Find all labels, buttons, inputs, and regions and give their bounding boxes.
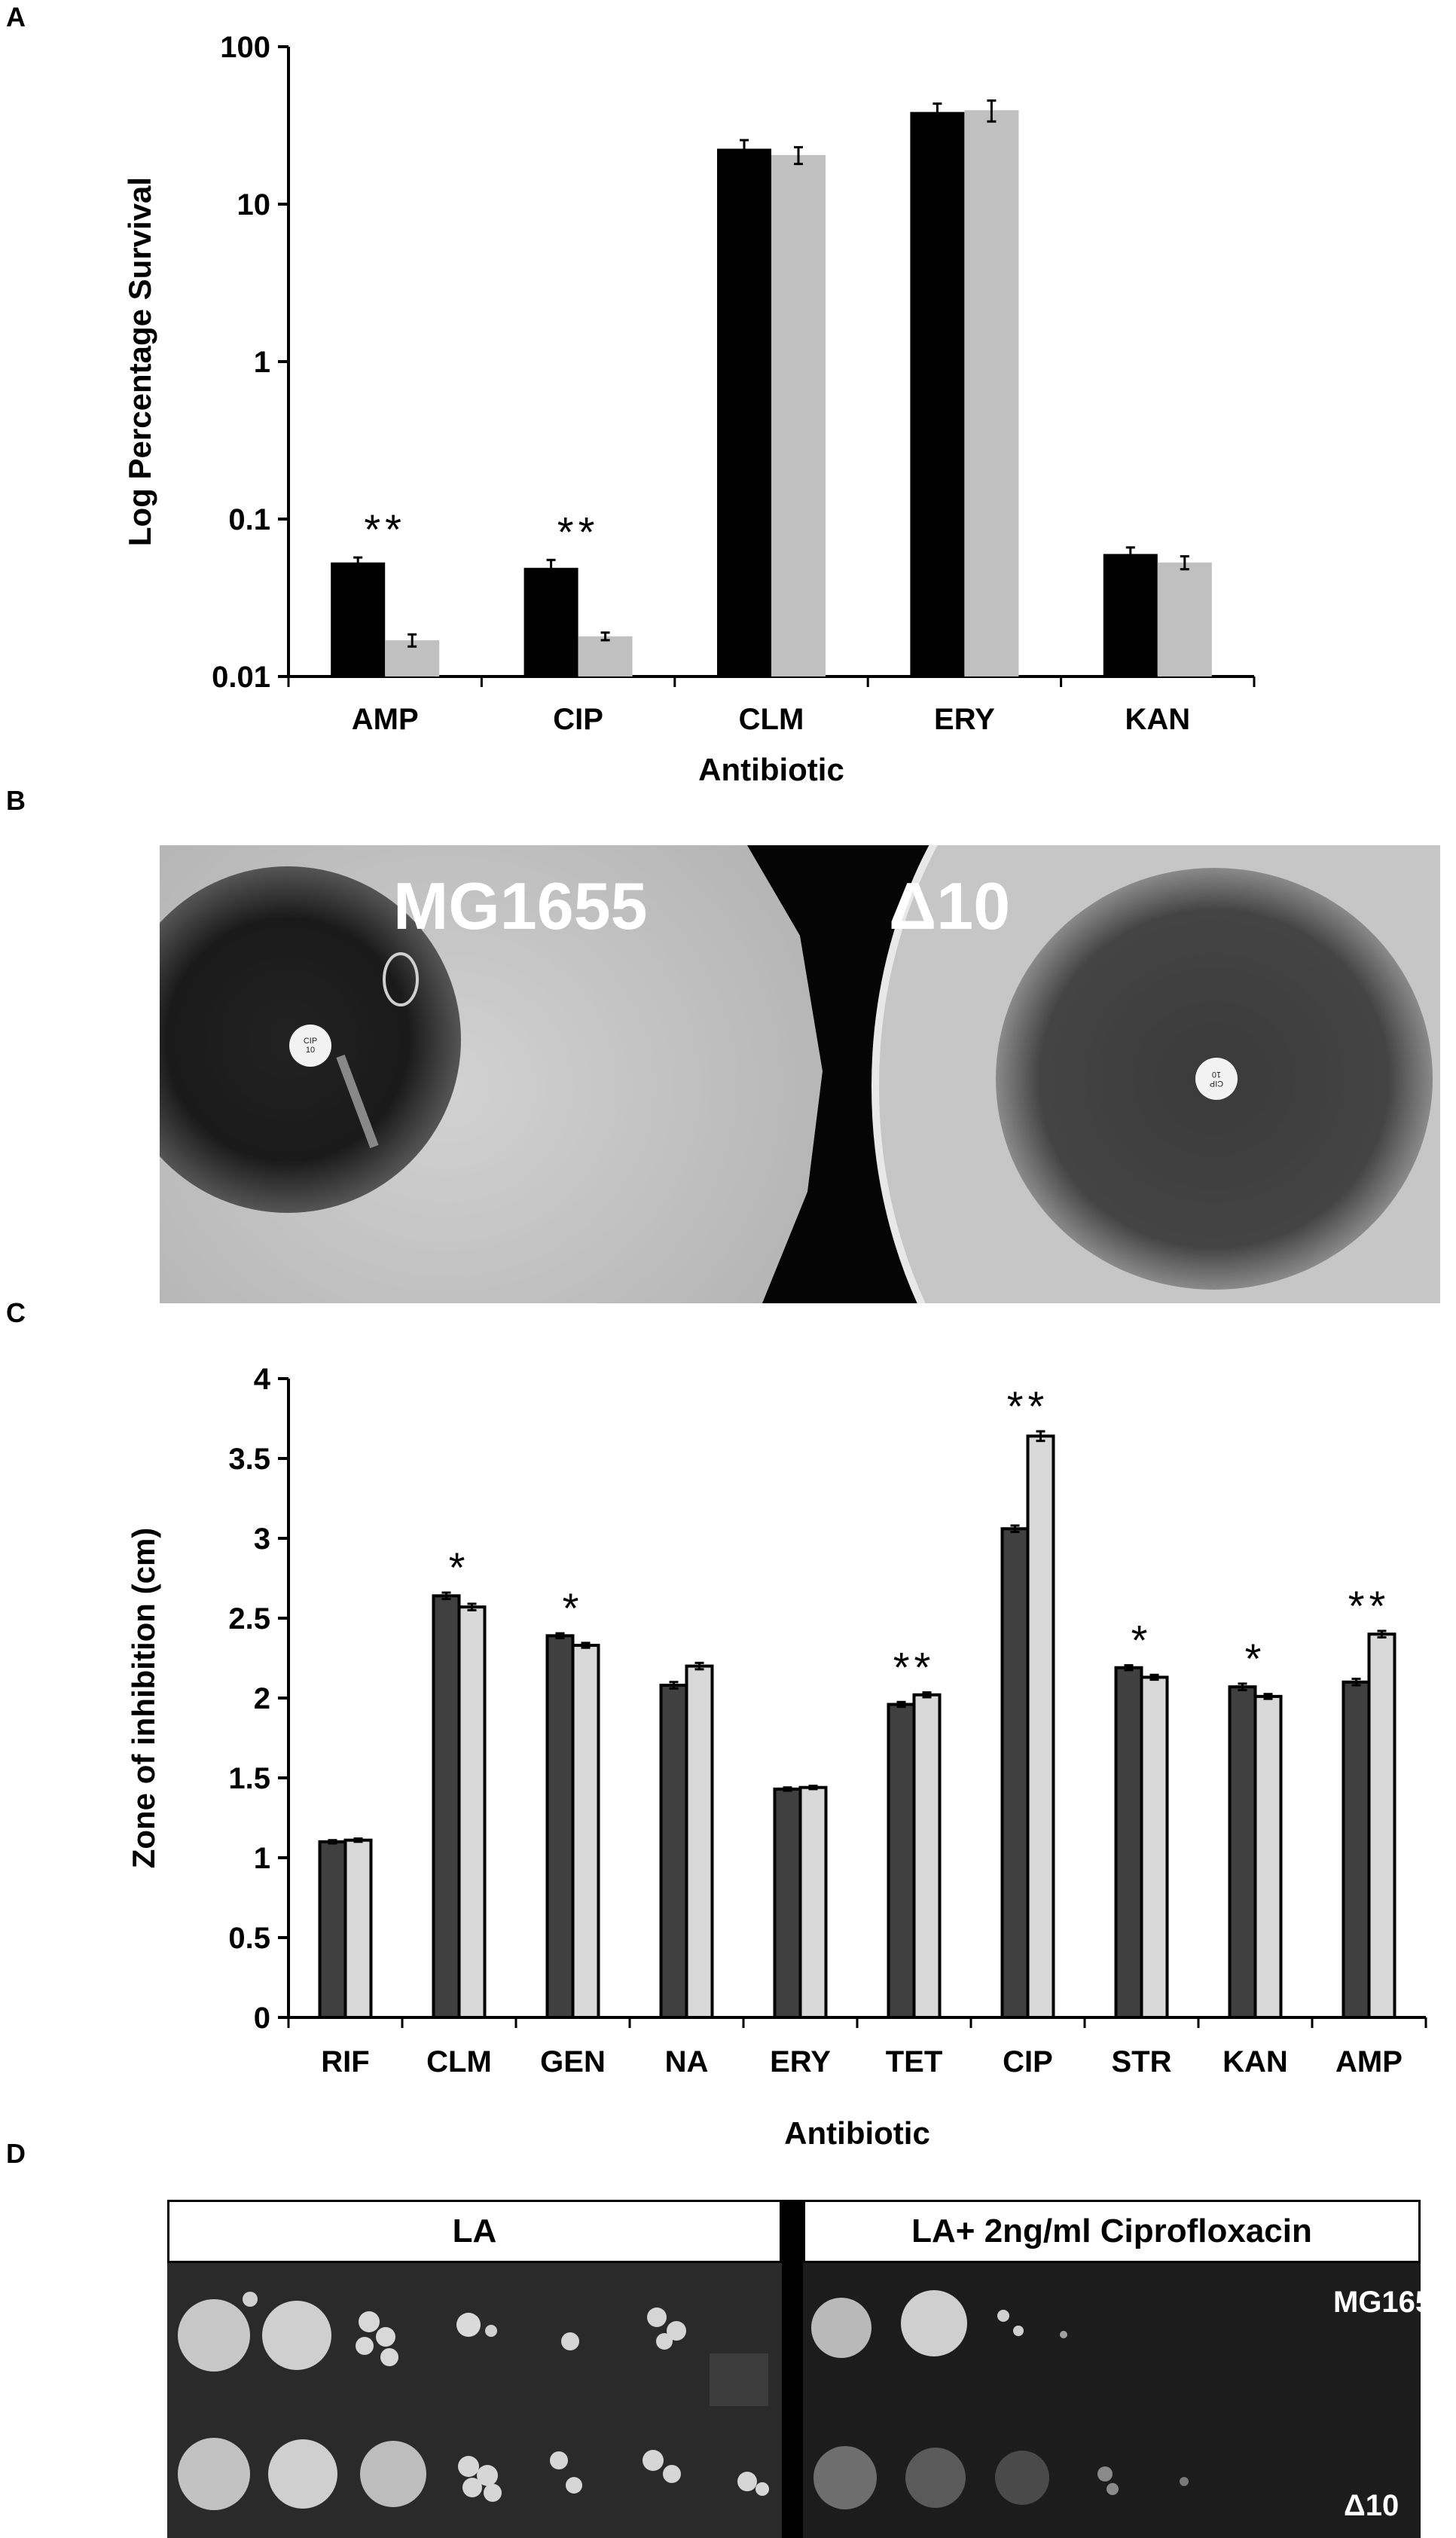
bar (659, 1684, 688, 2019)
spot-plates-image (167, 2263, 1421, 2538)
significance-marker: ** (364, 505, 406, 553)
bar (1000, 1527, 1030, 2019)
bar (964, 110, 1019, 676)
panel-b-photo: CIP 10 CIP 10 MG1655 Δ10 (160, 845, 1440, 1303)
bar (1253, 1694, 1283, 2019)
bar (773, 1787, 802, 2020)
bar (1114, 1666, 1143, 2019)
y-tick-label: 100 (220, 31, 270, 64)
significance-marker: * (1131, 1617, 1152, 1664)
x-tick-label: AMP (1335, 2045, 1403, 2078)
petri-plates-image (160, 845, 1440, 1303)
row-label-delta10: Δ10 (1344, 2489, 1400, 2522)
disk-right-label: CIP 10 (1209, 1070, 1224, 1088)
y-tick-label: 1 (254, 1842, 270, 1875)
y-tick-label: 0 (254, 2002, 270, 2035)
bar (1026, 1434, 1055, 2019)
header-la: LA (167, 2200, 782, 2263)
bar (432, 1594, 461, 2019)
antibiotic-disk-left: CIP 10 (289, 1025, 331, 1067)
x-tick-label: KAN (1222, 2045, 1288, 2078)
panel-letter-d: D (6, 2138, 26, 2169)
bar (685, 1664, 714, 2019)
bar (887, 1703, 916, 2019)
chart-a-survival: 0.01 0.1 1 10 100 AMP ** CIP ** CLM ERY KAN Log Perc… (122, 31, 1256, 787)
bar (1367, 1632, 1396, 2019)
bar (798, 1785, 828, 2019)
x-tick-label: STR (1112, 2045, 1172, 2078)
plate-label-delta10: Δ10 (889, 869, 1011, 943)
significance-marker: ** (893, 1644, 936, 1691)
bar (571, 1644, 600, 2019)
panel-d-photo: LA LA+ 2ng/ml Ciprofloxacin (167, 2200, 1421, 2538)
x-axis-title: Antibiotic (784, 2115, 930, 2151)
y-tick-label: 2 (254, 1682, 270, 1715)
bar (910, 111, 965, 677)
header-cipro-text: LA+ 2ng/ml Ciprofloxacin (911, 2213, 1312, 2249)
bar (331, 562, 386, 676)
bar (1157, 562, 1212, 676)
significance-marker: * (449, 1544, 470, 1591)
y-tick-label: 1.5 (228, 1762, 270, 1795)
y-tick-label: 3.5 (228, 1443, 270, 1476)
x-tick-label: CLM (739, 703, 804, 736)
x-tick-label: AMP (352, 703, 419, 736)
x-tick-label: KAN (1125, 703, 1190, 736)
y-axis-title: Zone of inhibition (cm) (126, 1528, 161, 1869)
y-tick-label: 4 (254, 1363, 271, 1396)
x-tick-label: CIP (1003, 2045, 1053, 2078)
bar (912, 1693, 942, 2019)
bar (523, 567, 578, 676)
bar (343, 1838, 373, 2019)
row-label-mg1655: MG1655 (1333, 2286, 1421, 2319)
antibiotic-disk-right: CIP 10 (1195, 1058, 1238, 1100)
bar (1103, 554, 1158, 676)
significance-marker: * (563, 1584, 584, 1632)
y-tick-label: 2.5 (228, 1602, 270, 1635)
bar (1140, 1675, 1169, 2019)
significance-marker: ** (557, 508, 600, 555)
x-axis-title: Antibiotic (698, 752, 844, 787)
panel-letter-b: B (6, 785, 26, 816)
panel-letter-a: A (6, 2, 26, 32)
plate-label-mg1655: MG1655 (393, 869, 648, 943)
y-tick-label: 0.1 (228, 503, 270, 536)
bar (717, 148, 771, 676)
significance-marker: ** (1348, 1582, 1390, 1629)
header-la-text: LA (452, 2213, 497, 2249)
bar (771, 154, 826, 676)
x-tick-label: TET (886, 2045, 943, 2078)
header-cipro: LA+ 2ng/ml Ciprofloxacin (803, 2200, 1421, 2263)
y-tick-label: 0.01 (212, 661, 270, 694)
x-tick-label: ERY (934, 703, 995, 736)
y-tick-label: 1 (254, 346, 270, 379)
bar (318, 1840, 347, 2019)
y-tick-label: 3 (254, 1522, 270, 1556)
significance-marker: ** (1007, 1382, 1049, 1430)
panel-letter-c: C (6, 1297, 26, 1328)
disk-left-label: CIP 10 (303, 1037, 318, 1055)
bar (1228, 1685, 1257, 2019)
bar (578, 636, 633, 676)
y-axis-title: Log Percentage Survival (122, 177, 157, 546)
y-tick-label: 0.5 (228, 1922, 270, 1955)
significance-marker: * (1245, 1635, 1266, 1682)
bar (545, 1634, 575, 2019)
x-tick-label: NA (665, 2045, 709, 2078)
bar (1342, 1680, 1371, 2019)
x-tick-label: RIF (321, 2045, 369, 2078)
x-tick-label: GEN (540, 2045, 606, 2078)
bar (457, 1605, 487, 2020)
y-tick-label: 10 (237, 188, 271, 221)
x-tick-label: CIP (553, 703, 603, 736)
x-tick-label: ERY (770, 2045, 831, 2078)
x-tick-label: CLM (426, 2045, 492, 2078)
